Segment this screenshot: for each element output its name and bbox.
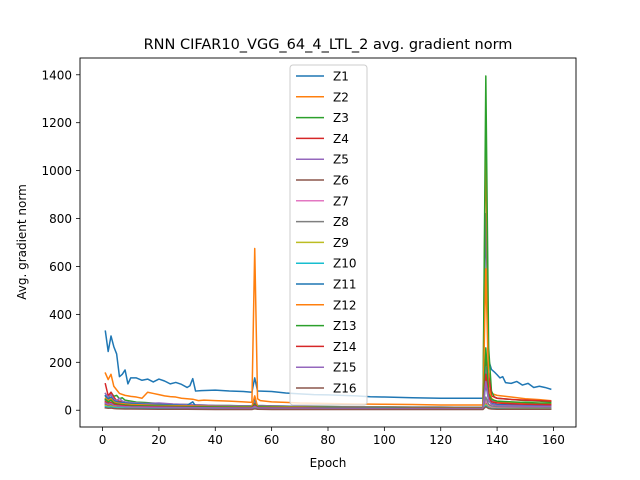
y-axis-label: Avg. gradient norm (15, 184, 29, 300)
y-tick-label: 400 (49, 308, 72, 322)
legend-box (289, 64, 368, 406)
y-axis: 0 200 400 600 800 1000 1200 1400 (41, 68, 80, 418)
legend-label-z10: Z10 (333, 257, 357, 271)
y-tick-label: 200 (49, 356, 72, 370)
x-tick-label: 100 (373, 433, 396, 447)
x-axis: 0 20 40 60 80 100 120 140 160 (99, 427, 565, 447)
legend-label-z5: Z5 (333, 153, 349, 167)
legend-label-z11: Z11 (333, 278, 357, 292)
x-tick-label: 80 (320, 433, 335, 447)
x-axis-label: Epoch (310, 456, 347, 470)
legend-label-z9: Z9 (333, 236, 349, 250)
series-layer (104, 75, 552, 411)
y-tick-label: 800 (49, 212, 72, 226)
x-tick-label: 160 (542, 433, 565, 447)
legend-label-z4: Z4 (333, 132, 349, 146)
y-tick-label: 600 (49, 260, 72, 274)
legend-label-z15: Z15 (333, 361, 357, 375)
legend-label-z1: Z1 (333, 70, 349, 84)
x-tick-label: 0 (99, 433, 107, 447)
y-tick-label: 1000 (41, 164, 72, 178)
legend-label-z2: Z2 (333, 90, 349, 104)
y-tick-label: 1400 (41, 68, 72, 82)
legend-label-z7: Z7 (333, 194, 349, 208)
x-tick-label: 120 (429, 433, 452, 447)
legend-label-z14: Z14 (333, 340, 357, 354)
legend-label-z6: Z6 (333, 174, 349, 188)
x-tick-label: 20 (151, 433, 166, 447)
y-tick-label: 1200 (41, 116, 72, 130)
y-tick-label: 0 (64, 404, 72, 418)
x-tick-label: 140 (486, 433, 509, 447)
chart-title: RNN CIFAR10_VGG_64_4_LTL_2 avg. gradient… (144, 37, 513, 53)
series-line-z16 (104, 405, 552, 411)
legend-label-z12: Z12 (333, 298, 357, 312)
legend-label-z16: Z16 (333, 382, 357, 396)
x-tick-label: 60 (264, 433, 279, 447)
legend-label-z8: Z8 (333, 215, 349, 229)
series-line-z15 (104, 380, 552, 410)
legend-label-z13: Z13 (333, 319, 357, 333)
legend: Z1 Z2 Z3 Z4 Z5 Z6 Z7 Z8 Z9 Z10 Z11 Z12 Z13 Z14 Z15 Z16 (289, 64, 368, 406)
legend-label-z3: Z3 (333, 111, 349, 125)
x-tick-label: 40 (208, 433, 223, 447)
